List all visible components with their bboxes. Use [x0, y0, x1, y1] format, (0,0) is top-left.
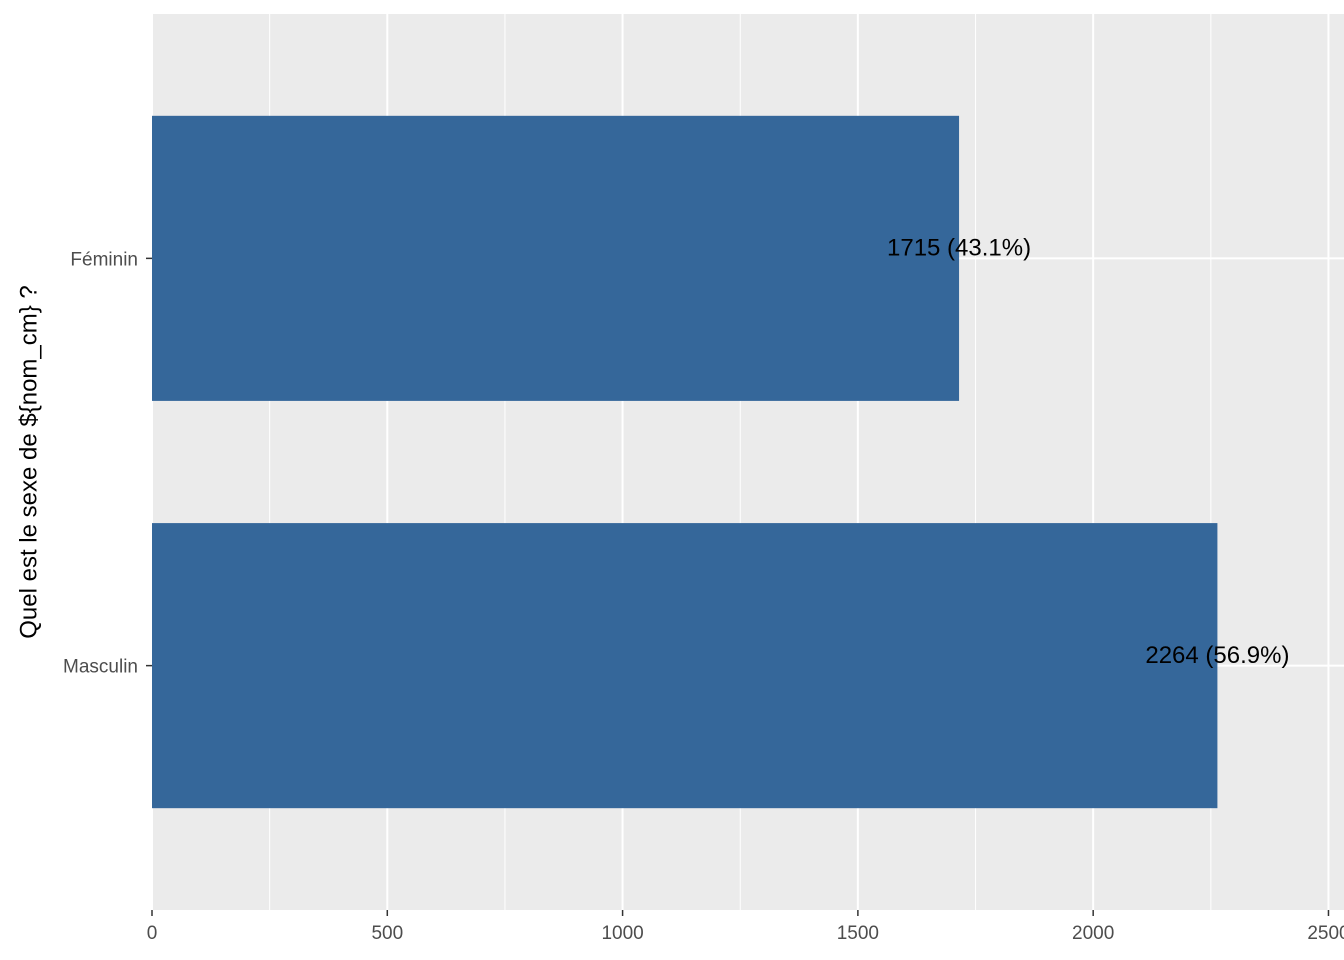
- value-label: 1715 (43.1%): [887, 235, 1031, 262]
- bar: [152, 523, 1218, 809]
- y-tick-label: Masculin: [63, 657, 138, 678]
- x-tick-label: 2500: [1307, 923, 1344, 944]
- x-tick-label: 500: [371, 923, 403, 944]
- x-tick-label: 1000: [601, 923, 643, 944]
- x-tick-label: 2000: [1072, 923, 1114, 944]
- y-axis-title: Quel est le sexe de ${nom_cm} ?: [15, 285, 42, 639]
- y-tick-label: Féminin: [70, 249, 138, 270]
- value-label: 2264 (56.9%): [1145, 642, 1289, 669]
- x-tick-label: 0: [147, 923, 158, 944]
- bar: [152, 115, 960, 401]
- x-tick-label: 1500: [837, 923, 879, 944]
